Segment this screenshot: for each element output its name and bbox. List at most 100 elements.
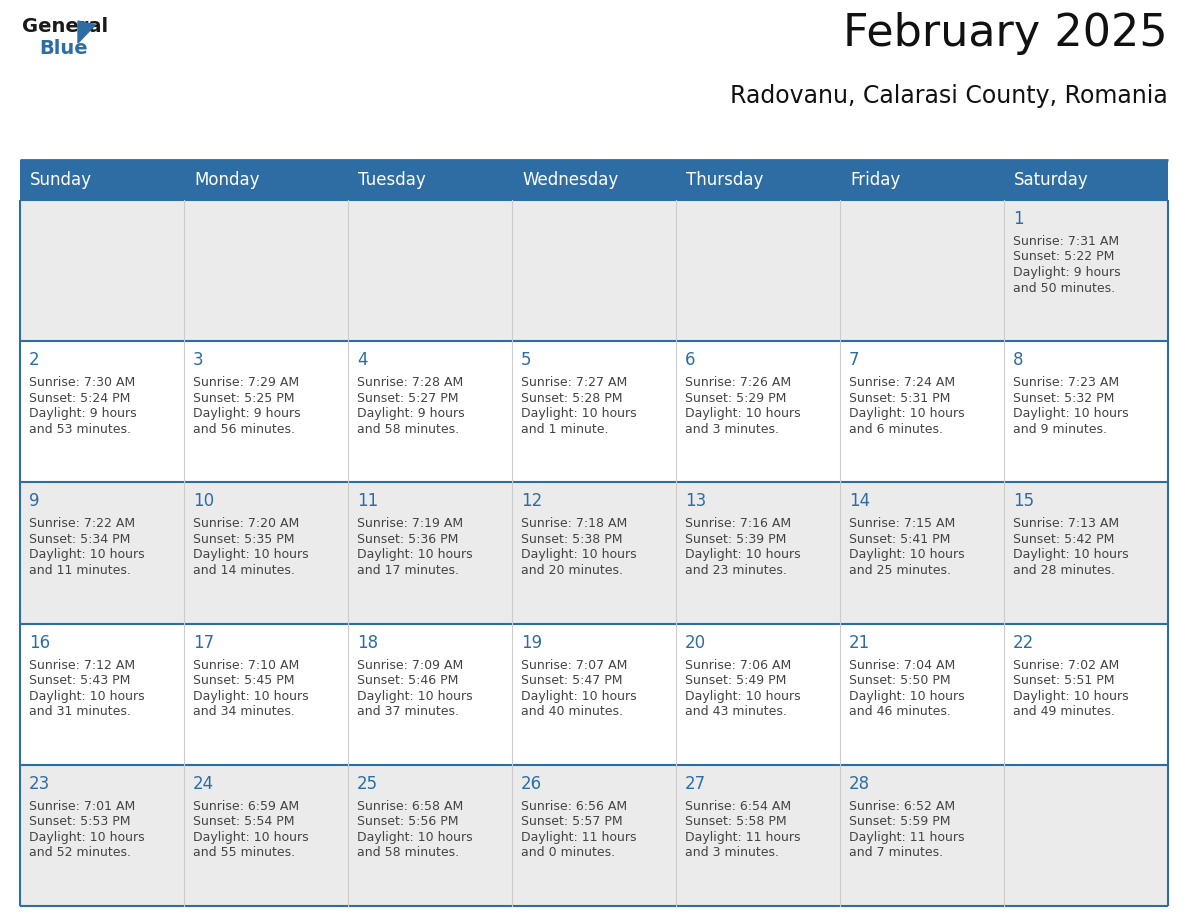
Text: Sunset: 5:39 PM: Sunset: 5:39 PM xyxy=(685,533,786,546)
Text: Sunrise: 6:59 AM: Sunrise: 6:59 AM xyxy=(192,800,299,812)
Text: Sunrise: 7:20 AM: Sunrise: 7:20 AM xyxy=(192,518,299,531)
Text: Sunset: 5:35 PM: Sunset: 5:35 PM xyxy=(192,533,295,546)
Bar xyxy=(20,623,1168,765)
Text: Sunset: 5:46 PM: Sunset: 5:46 PM xyxy=(358,674,459,687)
Text: 22: 22 xyxy=(1013,633,1035,652)
Text: and 55 minutes.: and 55 minutes. xyxy=(192,846,295,859)
Bar xyxy=(20,160,1168,200)
Text: and 23 minutes.: and 23 minutes. xyxy=(685,564,786,577)
Text: Sunrise: 6:56 AM: Sunrise: 6:56 AM xyxy=(522,800,627,812)
Text: 24: 24 xyxy=(192,775,214,793)
Text: 6: 6 xyxy=(685,352,695,369)
Text: Sunset: 5:56 PM: Sunset: 5:56 PM xyxy=(358,815,459,828)
Text: 21: 21 xyxy=(849,633,871,652)
Bar xyxy=(20,482,1168,623)
Text: February 2025: February 2025 xyxy=(843,12,1168,55)
Text: Sunset: 5:34 PM: Sunset: 5:34 PM xyxy=(29,533,131,546)
Text: Sunrise: 7:18 AM: Sunrise: 7:18 AM xyxy=(522,518,627,531)
Text: Sunrise: 7:01 AM: Sunrise: 7:01 AM xyxy=(29,800,135,812)
Text: and 49 minutes.: and 49 minutes. xyxy=(1013,705,1114,718)
Text: 9: 9 xyxy=(29,492,39,510)
Text: Daylight: 10 hours: Daylight: 10 hours xyxy=(358,689,473,702)
Text: 10: 10 xyxy=(192,492,214,510)
Text: 7: 7 xyxy=(849,352,859,369)
Text: Sunrise: 7:10 AM: Sunrise: 7:10 AM xyxy=(192,658,299,672)
Text: Sunrise: 7:23 AM: Sunrise: 7:23 AM xyxy=(1013,376,1119,389)
Text: Sunrise: 7:07 AM: Sunrise: 7:07 AM xyxy=(522,658,627,672)
Text: Daylight: 10 hours: Daylight: 10 hours xyxy=(849,689,965,702)
Text: Sunset: 5:59 PM: Sunset: 5:59 PM xyxy=(849,815,950,828)
Text: Sunset: 5:38 PM: Sunset: 5:38 PM xyxy=(522,533,623,546)
Text: 17: 17 xyxy=(192,633,214,652)
Text: Daylight: 10 hours: Daylight: 10 hours xyxy=(685,548,801,562)
Text: and 7 minutes.: and 7 minutes. xyxy=(849,846,943,859)
Text: Sunset: 5:49 PM: Sunset: 5:49 PM xyxy=(685,674,786,687)
Text: Sunset: 5:27 PM: Sunset: 5:27 PM xyxy=(358,392,459,405)
Text: 16: 16 xyxy=(29,633,50,652)
Text: Sunrise: 7:31 AM: Sunrise: 7:31 AM xyxy=(1013,235,1119,248)
Text: 23: 23 xyxy=(29,775,50,793)
Text: Sunset: 5:47 PM: Sunset: 5:47 PM xyxy=(522,674,623,687)
Text: Sunrise: 7:29 AM: Sunrise: 7:29 AM xyxy=(192,376,299,389)
Text: Sunset: 5:31 PM: Sunset: 5:31 PM xyxy=(849,392,950,405)
Text: Daylight: 10 hours: Daylight: 10 hours xyxy=(29,548,145,562)
Text: 19: 19 xyxy=(522,633,542,652)
Text: Sunrise: 7:30 AM: Sunrise: 7:30 AM xyxy=(29,376,135,389)
Text: Sunrise: 7:06 AM: Sunrise: 7:06 AM xyxy=(685,658,791,672)
Text: Daylight: 10 hours: Daylight: 10 hours xyxy=(358,548,473,562)
Text: Daylight: 11 hours: Daylight: 11 hours xyxy=(685,831,801,844)
Bar xyxy=(20,200,1168,341)
Text: Sunset: 5:22 PM: Sunset: 5:22 PM xyxy=(1013,251,1114,263)
Text: 8: 8 xyxy=(1013,352,1024,369)
Text: Sunset: 5:24 PM: Sunset: 5:24 PM xyxy=(29,392,131,405)
Text: Sunrise: 6:54 AM: Sunrise: 6:54 AM xyxy=(685,800,791,812)
Text: Daylight: 9 hours: Daylight: 9 hours xyxy=(29,408,137,420)
Text: 27: 27 xyxy=(685,775,706,793)
Text: Sunset: 5:53 PM: Sunset: 5:53 PM xyxy=(29,815,131,828)
Text: Daylight: 10 hours: Daylight: 10 hours xyxy=(192,689,309,702)
Text: 11: 11 xyxy=(358,492,378,510)
Text: Daylight: 10 hours: Daylight: 10 hours xyxy=(522,548,637,562)
Text: and 9 minutes.: and 9 minutes. xyxy=(1013,422,1107,436)
Text: Sunrise: 7:15 AM: Sunrise: 7:15 AM xyxy=(849,518,955,531)
Text: and 3 minutes.: and 3 minutes. xyxy=(685,846,779,859)
Text: 25: 25 xyxy=(358,775,378,793)
Text: Daylight: 11 hours: Daylight: 11 hours xyxy=(849,831,965,844)
Text: Blue: Blue xyxy=(39,39,88,58)
Text: and 20 minutes.: and 20 minutes. xyxy=(522,564,623,577)
Text: 13: 13 xyxy=(685,492,706,510)
Text: Daylight: 10 hours: Daylight: 10 hours xyxy=(849,408,965,420)
Text: Daylight: 10 hours: Daylight: 10 hours xyxy=(1013,408,1129,420)
Text: 1: 1 xyxy=(1013,210,1024,228)
Text: Friday: Friday xyxy=(849,171,901,189)
Text: Sunrise: 6:52 AM: Sunrise: 6:52 AM xyxy=(849,800,955,812)
Text: and 53 minutes.: and 53 minutes. xyxy=(29,422,131,436)
Text: Sunset: 5:51 PM: Sunset: 5:51 PM xyxy=(1013,674,1114,687)
Bar xyxy=(20,341,1168,482)
Text: Sunrise: 7:27 AM: Sunrise: 7:27 AM xyxy=(522,376,627,389)
Text: 2: 2 xyxy=(29,352,39,369)
Text: Daylight: 10 hours: Daylight: 10 hours xyxy=(192,831,309,844)
Text: Daylight: 9 hours: Daylight: 9 hours xyxy=(1013,266,1120,279)
Text: Daylight: 10 hours: Daylight: 10 hours xyxy=(685,408,801,420)
Text: Sunset: 5:43 PM: Sunset: 5:43 PM xyxy=(29,674,131,687)
Text: Sunrise: 7:22 AM: Sunrise: 7:22 AM xyxy=(29,518,135,531)
Text: 15: 15 xyxy=(1013,492,1034,510)
Text: and 46 minutes.: and 46 minutes. xyxy=(849,705,950,718)
Text: and 37 minutes.: and 37 minutes. xyxy=(358,705,459,718)
Text: Daylight: 10 hours: Daylight: 10 hours xyxy=(1013,548,1129,562)
Text: Sunrise: 7:16 AM: Sunrise: 7:16 AM xyxy=(685,518,791,531)
Text: and 3 minutes.: and 3 minutes. xyxy=(685,422,779,436)
Text: Sunrise: 7:19 AM: Sunrise: 7:19 AM xyxy=(358,518,463,531)
Text: Tuesday: Tuesday xyxy=(358,171,425,189)
Text: and 43 minutes.: and 43 minutes. xyxy=(685,705,786,718)
Text: and 14 minutes.: and 14 minutes. xyxy=(192,564,295,577)
Text: Sunrise: 7:26 AM: Sunrise: 7:26 AM xyxy=(685,376,791,389)
Text: Radovanu, Calarasi County, Romania: Radovanu, Calarasi County, Romania xyxy=(731,84,1168,108)
Text: Sunrise: 7:04 AM: Sunrise: 7:04 AM xyxy=(849,658,955,672)
Text: Daylight: 10 hours: Daylight: 10 hours xyxy=(29,689,145,702)
Text: Daylight: 11 hours: Daylight: 11 hours xyxy=(522,831,637,844)
Text: Sunset: 5:29 PM: Sunset: 5:29 PM xyxy=(685,392,786,405)
Text: and 1 minute.: and 1 minute. xyxy=(522,422,608,436)
Text: Sunrise: 7:24 AM: Sunrise: 7:24 AM xyxy=(849,376,955,389)
